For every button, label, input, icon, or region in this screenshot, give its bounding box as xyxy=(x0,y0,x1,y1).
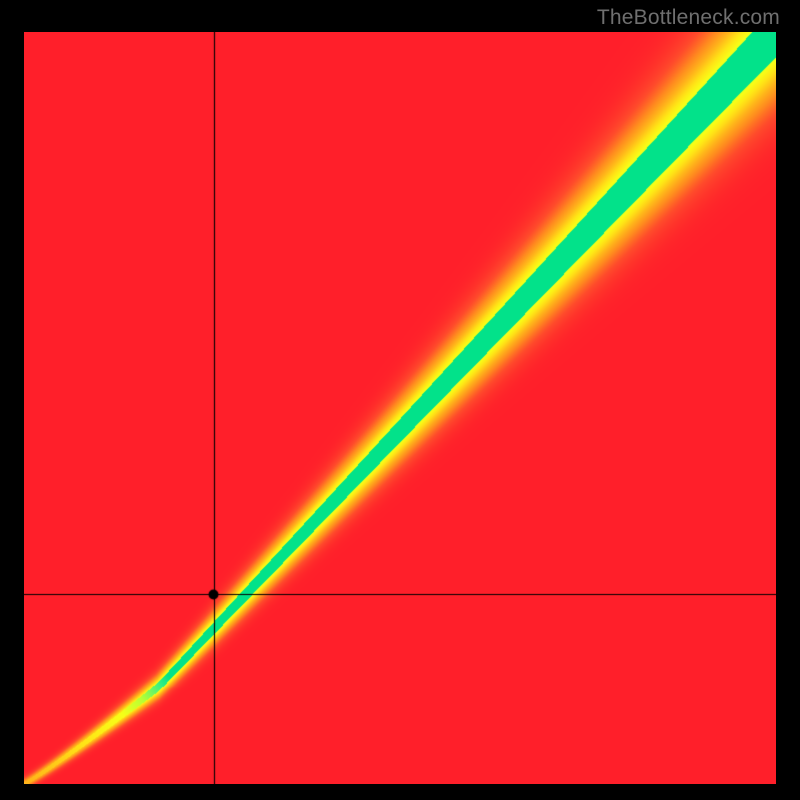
chart-container: TheBottleneck.com xyxy=(0,0,800,800)
watermark-text: TheBottleneck.com xyxy=(597,6,780,30)
bottleneck-heatmap xyxy=(24,32,776,784)
